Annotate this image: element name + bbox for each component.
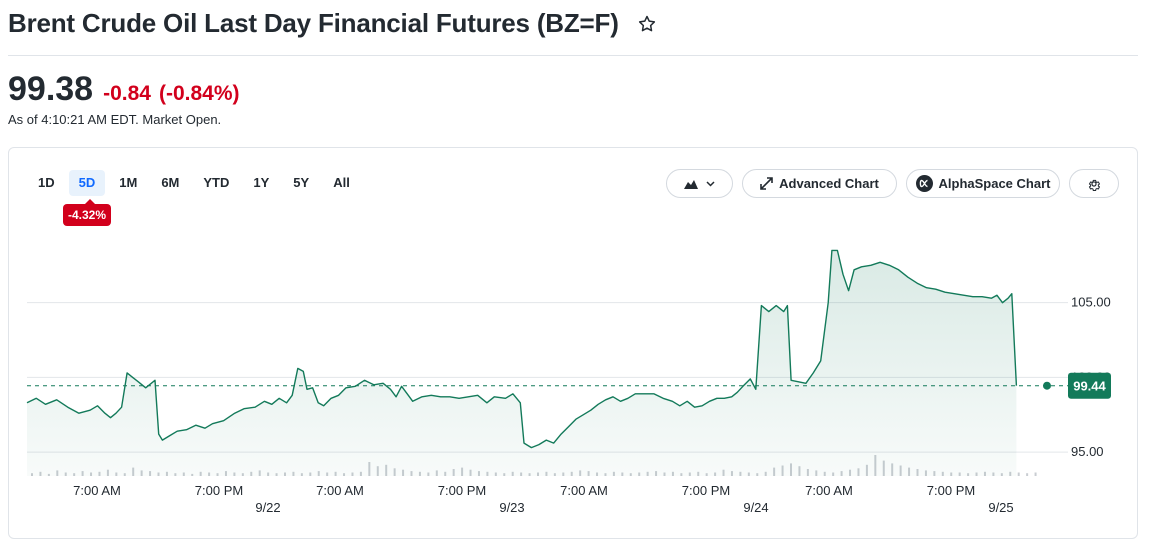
chevron-down-icon xyxy=(706,180,715,187)
alphaspace-chart-button[interactable]: AlphaSpace Chart xyxy=(906,169,1060,198)
range-5y[interactable]: 5Y xyxy=(293,175,310,190)
range-ytd[interactable]: YTD xyxy=(203,175,230,190)
x-tick-label: 7:00 AM xyxy=(316,483,364,498)
alphaspace-chart-label: AlphaSpace Chart xyxy=(938,176,1051,191)
price-line xyxy=(26,249,1018,449)
range-all[interactable]: All xyxy=(333,175,350,190)
expand-arrows-icon xyxy=(760,177,773,190)
volume-bar xyxy=(1026,473,1029,476)
x-tick-label: 7:00 AM xyxy=(805,483,853,498)
price-area xyxy=(27,250,1017,476)
current-price-label-text: 99.44 xyxy=(1073,379,1106,394)
range-5d[interactable]: 5D xyxy=(68,170,106,196)
alphaspace-logo-icon xyxy=(915,175,933,192)
volume-bar xyxy=(1034,472,1037,476)
x-tick-label: 7:00 PM xyxy=(195,483,243,498)
page-title: Brent Crude Oil Last Day Financial Futur… xyxy=(8,8,619,38)
x-tick-label: 7:00 PM xyxy=(927,483,975,498)
chart-type-button[interactable] xyxy=(666,169,733,198)
price-change: -0.84 xyxy=(103,82,151,105)
last-price-dot xyxy=(1043,381,1051,390)
x-tick-label: 7:00 AM xyxy=(560,483,608,498)
date-label: 9/24 xyxy=(743,500,768,515)
range-1m[interactable]: 1M xyxy=(119,175,138,190)
advanced-chart-button[interactable]: Advanced Chart xyxy=(742,169,897,198)
date-label: 9/23 xyxy=(499,500,524,515)
advanced-chart-label: Advanced Chart xyxy=(779,176,879,191)
range-tabs: 1D 5D 1M 6M YTD 1Y 5Y All xyxy=(28,170,364,196)
settings-button[interactable] xyxy=(1069,169,1119,198)
current-price-label xyxy=(1068,372,1111,399)
volume-bar xyxy=(1017,472,1020,476)
header-divider xyxy=(8,55,1138,56)
gear-icon xyxy=(1087,177,1101,191)
star-icon[interactable] xyxy=(637,14,657,34)
quote-row: 99.38 -0.84 (-0.84%) xyxy=(8,70,240,109)
y-tick-label: 95.00 xyxy=(1071,444,1104,459)
x-tick-label: 7:00 AM xyxy=(73,483,121,498)
quote-timestamp: As of 4:10:21 AM EDT. Market Open. xyxy=(8,112,222,127)
date-label: 9/22 xyxy=(255,500,280,515)
y-tick-label: 105.00 xyxy=(1071,295,1111,310)
date-label: 9/25 xyxy=(988,500,1013,515)
performance-badge: -4.32% xyxy=(63,199,112,226)
current-price: 99.38 xyxy=(8,70,94,108)
range-6m[interactable]: 6M xyxy=(161,175,180,190)
range-1y[interactable]: 1Y xyxy=(253,175,270,190)
x-tick-label: 7:00 PM xyxy=(682,483,730,498)
mountain-chart-icon xyxy=(684,179,698,189)
title-row: Brent Crude Oil Last Day Financial Futur… xyxy=(8,8,657,39)
range-1d[interactable]: 1D xyxy=(38,175,55,190)
price-change-percent: (-0.84%) xyxy=(158,82,240,105)
x-tick-label: 7:00 PM xyxy=(438,483,486,498)
